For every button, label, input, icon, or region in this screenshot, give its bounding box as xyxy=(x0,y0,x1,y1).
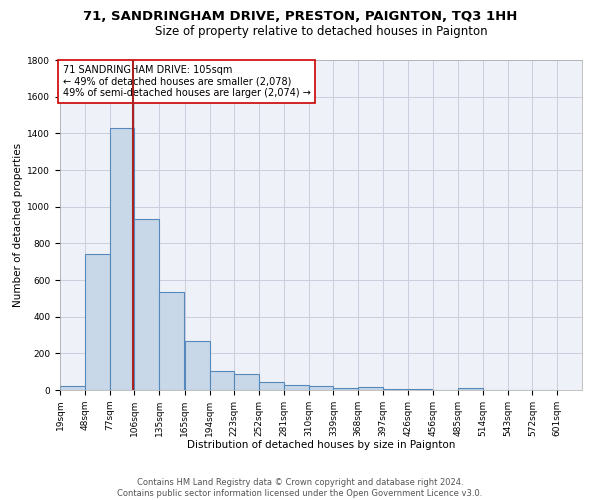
Bar xyxy=(383,389,408,390)
X-axis label: Distribution of detached houses by size in Paignton: Distribution of detached houses by size … xyxy=(187,440,455,450)
Bar xyxy=(134,218,159,390)
Bar xyxy=(60,386,85,390)
Bar xyxy=(110,128,134,390)
Bar xyxy=(85,254,110,390)
Text: Contains HM Land Registry data © Crown copyright and database right 2024.
Contai: Contains HM Land Registry data © Crown c… xyxy=(118,478,482,498)
Bar xyxy=(358,387,383,390)
Bar xyxy=(159,292,184,390)
Bar xyxy=(209,371,234,390)
Bar xyxy=(234,374,259,390)
Bar xyxy=(308,386,334,390)
Bar xyxy=(334,388,358,390)
Text: 71 SANDRINGHAM DRIVE: 105sqm
← 49% of detached houses are smaller (2,078)
49% of: 71 SANDRINGHAM DRIVE: 105sqm ← 49% of de… xyxy=(62,65,310,98)
Bar xyxy=(185,342,209,390)
Bar xyxy=(284,385,308,390)
Text: 71, SANDRINGHAM DRIVE, PRESTON, PAIGNTON, TQ3 1HH: 71, SANDRINGHAM DRIVE, PRESTON, PAIGNTON… xyxy=(83,10,517,23)
Title: Size of property relative to detached houses in Paignton: Size of property relative to detached ho… xyxy=(155,25,487,38)
Bar xyxy=(259,382,284,390)
Y-axis label: Number of detached properties: Number of detached properties xyxy=(13,143,23,307)
Bar xyxy=(458,388,483,390)
